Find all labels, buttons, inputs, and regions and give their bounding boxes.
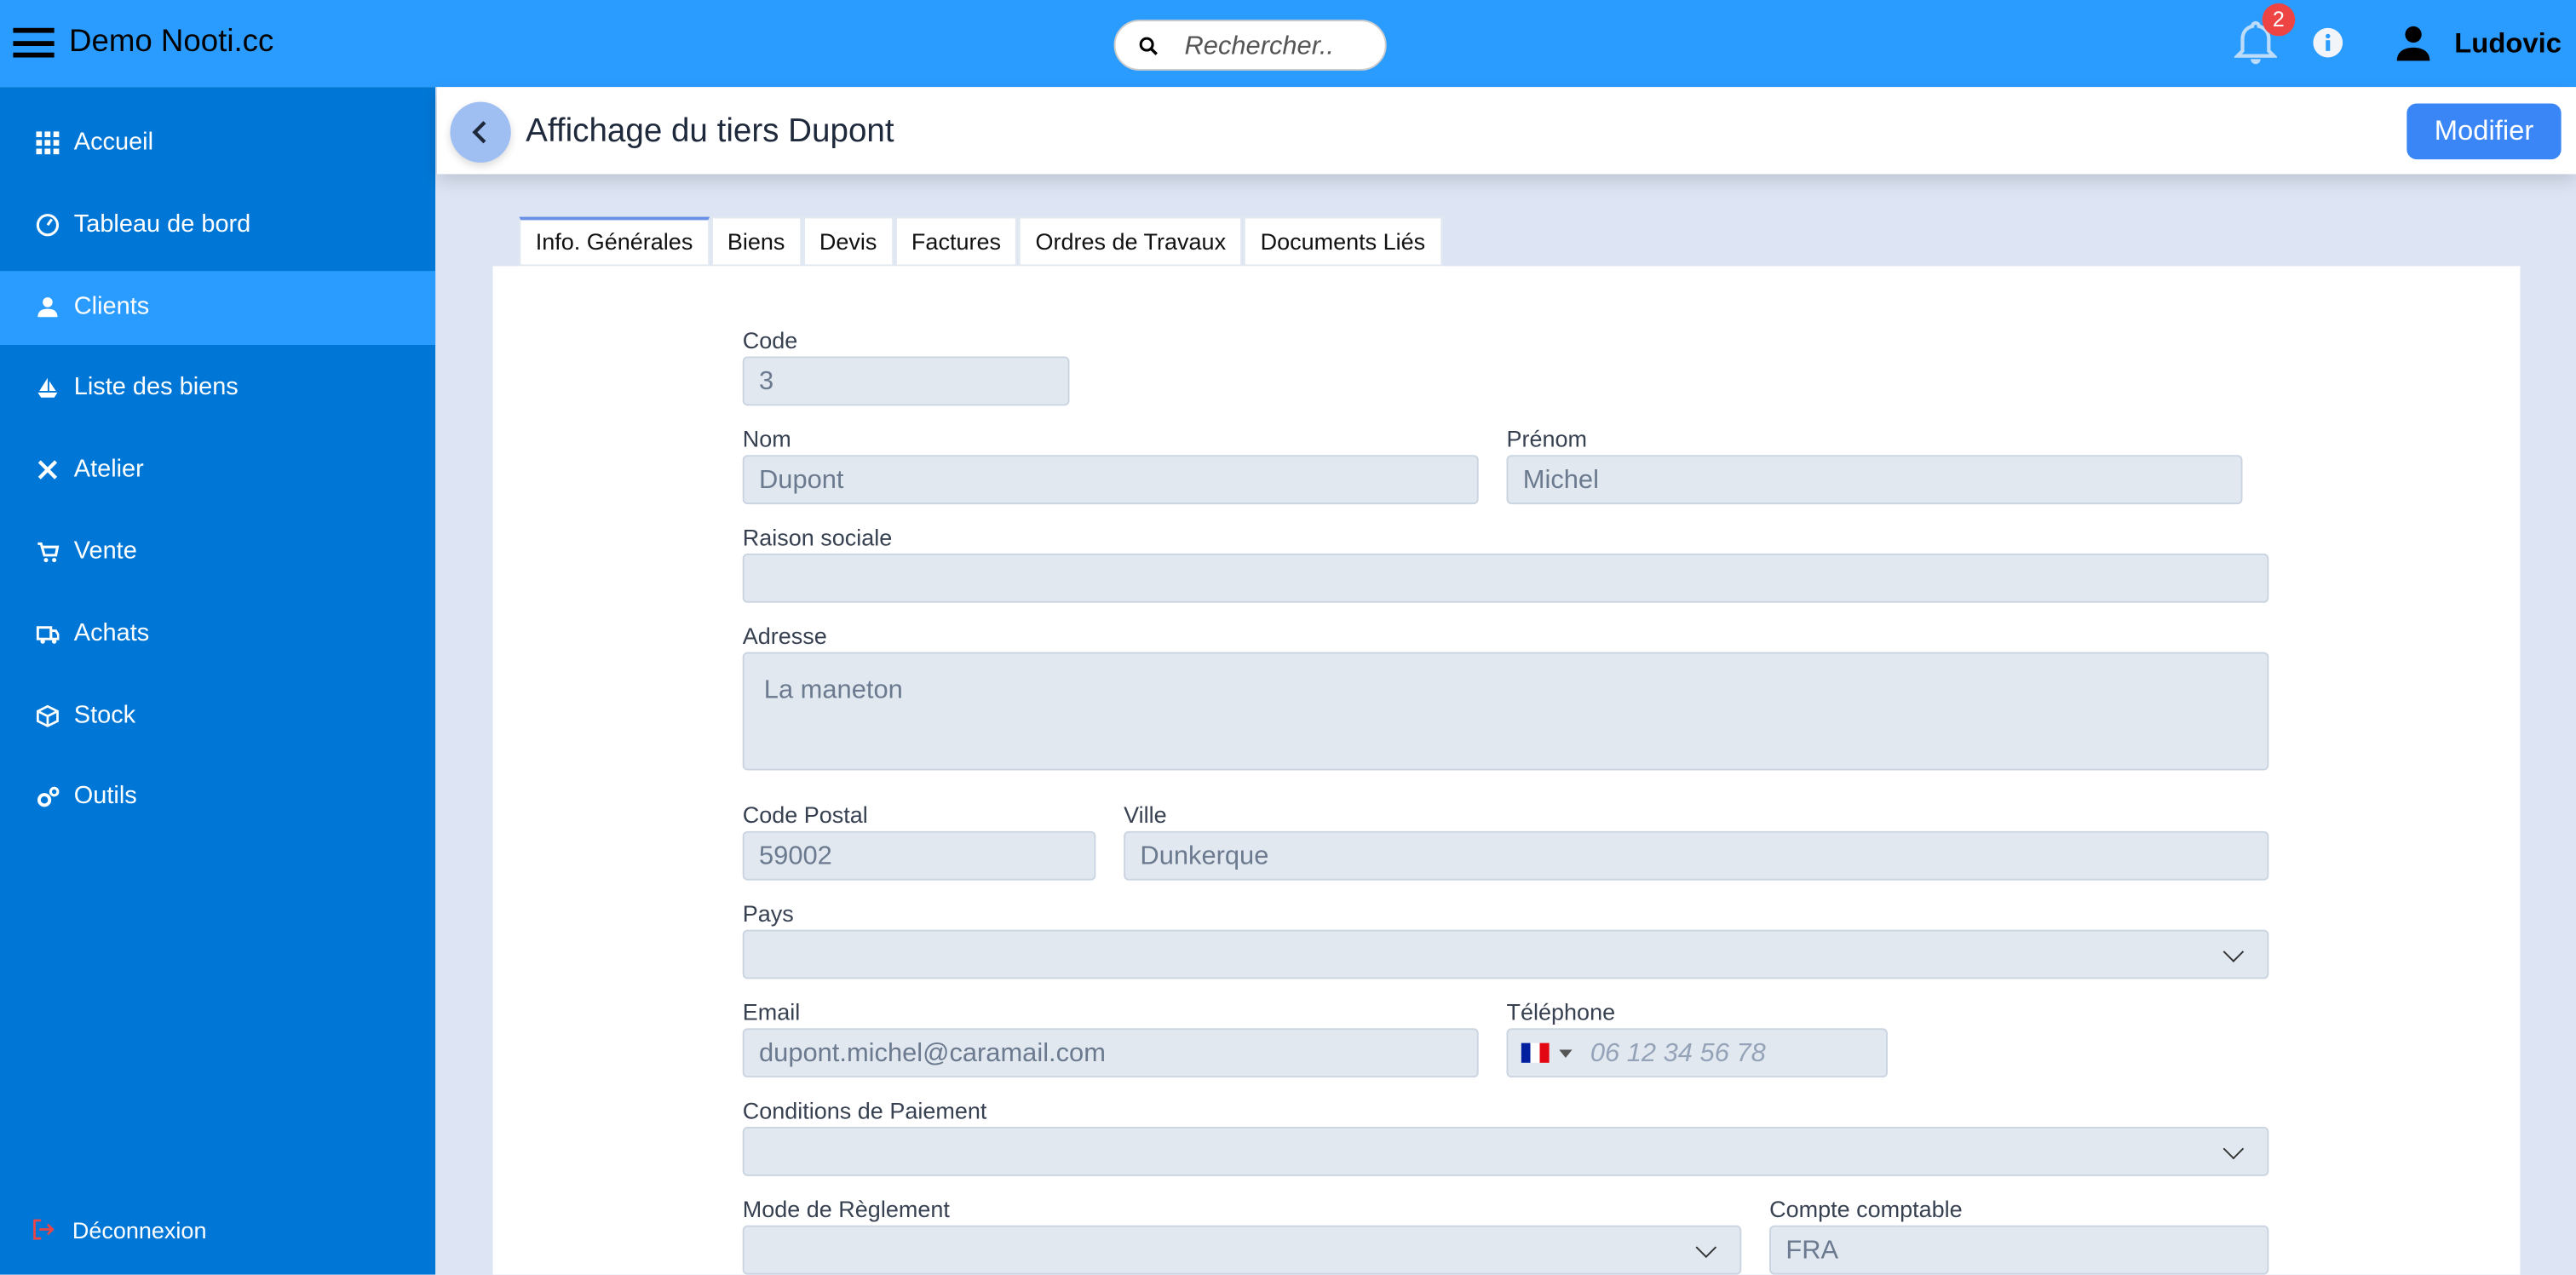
sidebar-item-label: Atelier — [73, 455, 144, 484]
sidebar-item-atelier[interactable]: Atelier — [0, 434, 435, 508]
sidebar-item-label: Vente — [73, 537, 137, 566]
code-postal-field[interactable]: 59002 — [742, 830, 1096, 881]
sidebar-item-label: Achats — [73, 618, 150, 647]
box-icon — [37, 704, 59, 727]
sidebar-item-achats[interactable]: Achats — [0, 598, 435, 672]
search-input[interactable]: Rechercher.. — [1113, 20, 1387, 71]
logout-icon — [33, 1219, 55, 1240]
prenom-field[interactable]: Michel — [1506, 455, 2243, 505]
conditions-paiement-select[interactable] — [742, 1126, 2269, 1176]
tab-ordres-de-travaux[interactable]: Ordres de Travaux — [1019, 216, 1243, 267]
code-postal-label: Code Postal — [742, 801, 868, 828]
sidebar-item-outils[interactable]: Outils — [0, 761, 435, 836]
hamburger-menu-icon[interactable] — [13, 27, 55, 58]
prenom-label: Prénom — [1506, 425, 1588, 452]
sidebar-item-label: Stock — [73, 700, 136, 729]
gears-icon — [37, 787, 60, 808]
sidebar-item-label: Tableau de bord — [73, 210, 251, 238]
nom-field[interactable]: Dupont — [742, 455, 1479, 505]
boat-icon — [37, 378, 58, 399]
sidebar-item-tableau-de-bord[interactable]: Tableau de bord — [0, 188, 435, 262]
logout-label: Déconnexion — [72, 1217, 207, 1243]
page-header — [436, 87, 2576, 175]
tab-factures[interactable]: Factures — [894, 216, 1018, 267]
pays-select[interactable] — [742, 929, 2269, 979]
compte-comptable-label: Compte comptable — [1769, 1195, 1963, 1222]
mode-reglement-label: Mode de Règlement — [742, 1195, 950, 1222]
telephone-placeholder: 06 12 34 56 78 — [1590, 1039, 1766, 1068]
code-field[interactable]: 3 — [742, 356, 1070, 406]
person-icon — [37, 296, 58, 317]
ville-label: Ville — [1124, 801, 1167, 828]
sidebar-item-liste-des-biens[interactable]: Liste des biens — [0, 352, 435, 426]
search-placeholder: Rechercher.. — [1184, 32, 1334, 61]
france-flag-icon[interactable] — [1521, 1042, 1550, 1063]
adresse-textarea[interactable]: La maneton — [742, 652, 2269, 771]
pays-label: Pays — [742, 899, 794, 927]
email-label: Email — [742, 998, 801, 1025]
sidebar-item-stock[interactable]: Stock — [0, 680, 435, 754]
tools-icon — [37, 460, 58, 480]
notification-badge: 2 — [2262, 3, 2296, 37]
ville-field[interactable]: Dunkerque — [1124, 830, 2269, 881]
sidebar-item-label: Clients — [73, 291, 150, 320]
sidebar-item-label: Accueil — [73, 128, 154, 157]
dashboard-icon — [36, 213, 60, 236]
grid-icon — [36, 131, 60, 155]
form-card — [492, 266, 2521, 1275]
tab-documents-lies[interactable]: Documents Liés — [1244, 216, 1442, 267]
mode-reglement-select[interactable] — [742, 1225, 1742, 1275]
telephone-label: Téléphone — [1506, 998, 1616, 1025]
tab-biens[interactable]: Biens — [710, 216, 802, 267]
sidebar-item-label: Outils — [73, 782, 137, 811]
raison-sociale-label: Raison sociale — [742, 524, 893, 551]
email-field[interactable]: dupont.michel@caramail.com — [742, 1028, 1479, 1078]
sidebar-item-clients[interactable]: Clients — [0, 270, 436, 345]
edit-button[interactable]: Modifier — [2406, 103, 2562, 160]
nom-label: Nom — [742, 425, 791, 452]
conditions-paiement-label: Conditions de Paiement — [742, 1097, 987, 1124]
sidebar-item-accueil[interactable]: Accueil — [0, 106, 435, 181]
cart-icon — [37, 542, 60, 563]
tab-bar: Info. Générales Biens Devis Factures Ord… — [519, 216, 1443, 267]
bell-icon[interactable] — [2234, 18, 2277, 67]
page-title: Affichage du tiers Dupont — [526, 113, 894, 150]
app-title: Demo Nooti.cc — [68, 24, 274, 60]
telephone-field[interactable]: 06 12 34 56 78 — [1506, 1028, 1888, 1078]
user-icon[interactable] — [2394, 23, 2433, 62]
chevron-left-icon — [472, 121, 486, 144]
adresse-label: Adresse — [742, 622, 827, 649]
username[interactable]: Ludovic — [2454, 27, 2562, 60]
tab-devis[interactable]: Devis — [802, 216, 894, 267]
tab-info-generales[interactable]: Info. Générales — [519, 216, 710, 267]
code-label: Code — [742, 326, 798, 353]
sidebar-item-vente[interactable]: Vente — [0, 516, 435, 590]
logout-link[interactable]: Déconnexion — [0, 1215, 435, 1249]
info-icon[interactable] — [2313, 27, 2343, 58]
country-dropdown-icon[interactable] — [1559, 1049, 1573, 1058]
sidebar-item-label: Liste des biens — [73, 373, 239, 402]
compte-comptable-field[interactable]: FRA — [1769, 1225, 2269, 1275]
raison-sociale-field[interactable] — [742, 553, 2269, 603]
back-button[interactable] — [450, 101, 511, 163]
search-icon — [1139, 37, 1158, 55]
truck-icon — [36, 625, 60, 644]
